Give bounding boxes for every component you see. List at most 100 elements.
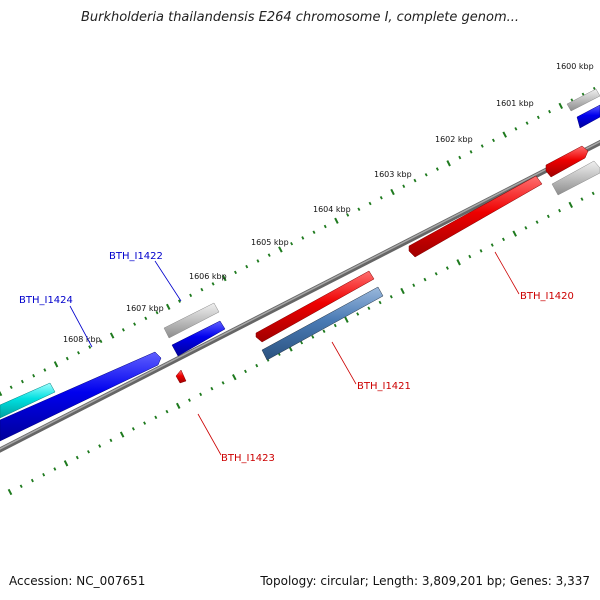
tick-mark [502, 131, 507, 138]
tick-mark [558, 208, 562, 213]
tick-mark [458, 155, 462, 160]
backbone-line [0, 139, 600, 453]
tick-mark [580, 197, 584, 201]
gene-label-BTH_I1420[interactable]: BTH_I1420 [520, 291, 574, 302]
leader-line-BTH_I1422 [154, 260, 182, 302]
tick-mark [312, 230, 316, 235]
tick-mark [0, 390, 3, 397]
gene-label-BTH_I1421[interactable]: BTH_I1421 [357, 381, 411, 392]
tick-mark [300, 340, 304, 345]
tick-mark [525, 121, 529, 125]
tick-mark [234, 270, 237, 275]
tick-mark [256, 259, 260, 263]
tick-mark [109, 438, 113, 443]
tick-mark [548, 109, 552, 114]
tick-mark [99, 339, 103, 344]
tick-mark [32, 374, 36, 378]
lower-tick-row [7, 191, 595, 496]
tick-mark [63, 460, 69, 467]
tick-mark [535, 220, 539, 224]
tick-mark [7, 488, 13, 496]
tick-mark [199, 392, 203, 397]
tick-mark [490, 243, 494, 247]
tick-mark [322, 329, 326, 334]
gene-label-BTH_I1424[interactable]: BTH_I1424 [19, 295, 73, 306]
tick-mark [109, 332, 115, 339]
tick-mark [20, 379, 24, 384]
tick-mark [53, 467, 57, 471]
tick-mark [446, 160, 451, 167]
tick-mark [121, 328, 125, 332]
tick-mark [143, 421, 147, 425]
tick-mark [210, 386, 214, 391]
tick-mark [435, 167, 439, 171]
leader-line-BTH_I1424 [69, 305, 93, 348]
tick-mark [445, 266, 449, 270]
tick-mark [469, 150, 473, 154]
kbp-label-1607: 1607 kbp [126, 304, 164, 313]
tick-mark [245, 264, 249, 269]
tick-mark [189, 293, 193, 298]
tick-mark [301, 236, 305, 240]
tick-mark [98, 444, 102, 448]
leader-line-BTH_I1421 [331, 341, 357, 385]
gene-BTH_I1423[interactable] [175, 369, 187, 384]
tick-mark [166, 303, 171, 310]
tick-mark [412, 283, 416, 287]
gene-BTH_I1424[interactable] [0, 351, 162, 442]
tick-mark [524, 226, 528, 230]
gene-steel-blue[interactable] [261, 286, 384, 361]
tick-mark [75, 455, 79, 460]
kbp-label-1606: 1606 kbp [189, 272, 227, 281]
tick-mark [155, 310, 159, 315]
gene-gray-right[interactable] [551, 160, 600, 196]
gene-blue-top-right[interactable] [576, 104, 600, 129]
upper-tick-row [0, 86, 596, 397]
tick-mark [479, 249, 483, 253]
tick-mark [591, 191, 595, 196]
tick-mark [502, 237, 505, 242]
tick-mark [333, 323, 337, 328]
tick-mark [222, 275, 227, 282]
gene-gray-top-right[interactable] [566, 88, 600, 112]
tick-mark [30, 478, 34, 483]
tick-mark [119, 431, 125, 438]
kbp-label-1602: 1602 kbp [435, 135, 473, 144]
tick-mark [267, 253, 271, 257]
gene-cyan-left[interactable] [0, 382, 56, 419]
tick-mark [558, 102, 563, 110]
tick-mark [323, 224, 327, 229]
gene-red-small-right[interactable] [545, 145, 589, 178]
tick-mark [423, 277, 427, 282]
gene-BTH_I1421[interactable] [255, 270, 375, 343]
tick-mark [133, 322, 137, 326]
gene-label-BTH_I1422[interactable]: BTH_I1422 [109, 251, 163, 262]
tick-mark [88, 345, 92, 349]
gene-label-BTH_I1423[interactable]: BTH_I1423 [221, 453, 275, 464]
accession-text: Accession: NC_007651 [9, 574, 146, 588]
tick-mark [400, 287, 405, 295]
tick-mark [368, 201, 372, 206]
tick-mark [492, 138, 495, 143]
tick-mark [512, 230, 517, 237]
tick-mark [144, 316, 148, 321]
kbp-label-1600: 1600 kbp [556, 62, 594, 71]
tick-mark [65, 356, 69, 361]
tick-mark [402, 184, 406, 188]
gene-BTH_I1420[interactable] [408, 175, 543, 258]
tick-mark [346, 213, 350, 217]
tick-mark [480, 144, 484, 148]
gene-BTH_I1422[interactable] [171, 320, 226, 357]
tick-mark [211, 282, 215, 286]
tick-mark [19, 484, 23, 489]
tick-mark [53, 361, 59, 368]
gene-gray-middle[interactable] [163, 302, 220, 339]
tick-mark [357, 207, 361, 212]
tick-mark [200, 287, 204, 292]
kbp-label-1608: 1608 kbp [63, 335, 101, 344]
kbp-label-1605: 1605 kbp [251, 238, 289, 247]
tick-mark [367, 306, 371, 311]
tick-mark [536, 115, 540, 120]
tick-mark [378, 300, 382, 305]
